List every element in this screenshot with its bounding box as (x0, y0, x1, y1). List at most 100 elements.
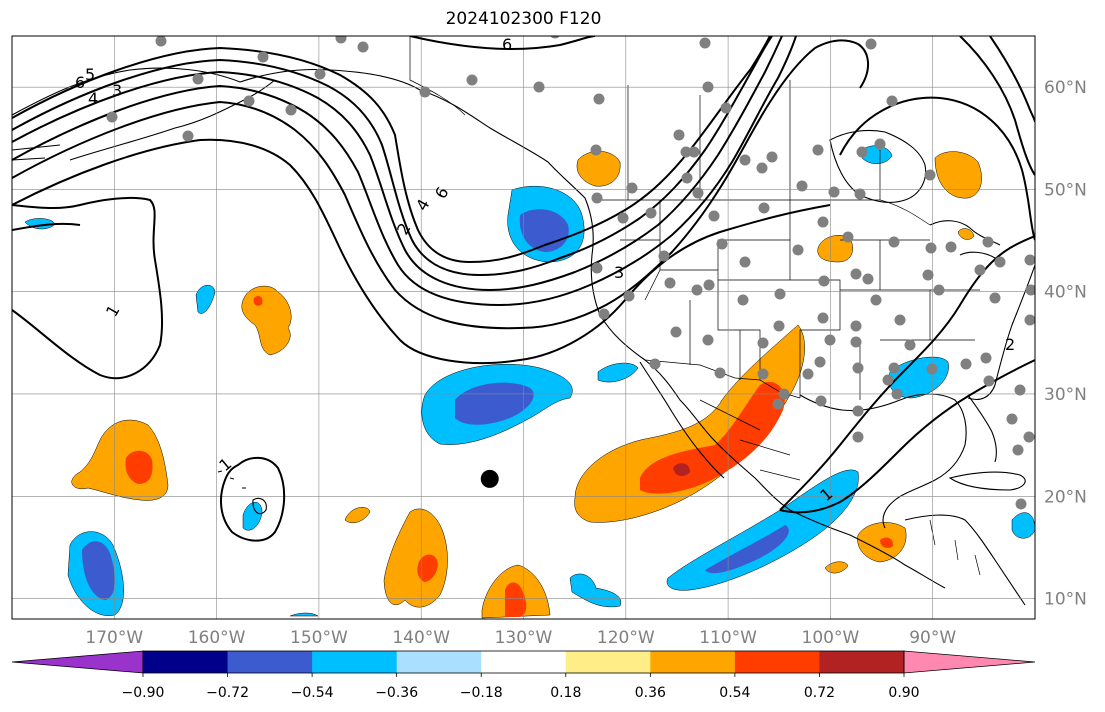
station-dot (357, 41, 369, 53)
colorbar-extension-high (903, 650, 1036, 674)
station-dot (533, 81, 545, 93)
positive-anomaly-area (344, 507, 371, 523)
contour-line (12, 100, 521, 330)
strong-positive-anomaly-area (253, 296, 263, 306)
station-dot (792, 244, 804, 256)
station-dot (692, 187, 704, 199)
central-america-coastline (904, 514, 1026, 606)
alaska-canada-border (409, 36, 466, 116)
station-dot (645, 207, 657, 219)
colorbar-tick-label: 0.54 (719, 685, 750, 701)
station-dot (1014, 384, 1026, 396)
station-dot (758, 202, 770, 214)
station-dot (850, 268, 862, 280)
colorbar-tick-label: −0.72 (206, 685, 249, 701)
station-dot (974, 264, 986, 276)
latitude-tick-label: 20°N (1044, 487, 1087, 507)
longitude-tick-label: 150°W (290, 628, 348, 648)
colorbar-tick-label: 0.72 (804, 685, 835, 701)
strong-negative-anomaly-area (455, 382, 534, 425)
station-dot (335, 36, 347, 44)
negative-anomaly-area (242, 502, 263, 531)
station-dot (854, 188, 866, 200)
station-dot (862, 273, 874, 285)
contour-line (489, 36, 783, 291)
contour-line (12, 222, 81, 231)
latitude-tick-label: 40°N (1044, 283, 1087, 303)
station-dot (796, 180, 808, 192)
station-dot (257, 51, 269, 63)
station-dot (756, 162, 768, 174)
contour-label: 3 (614, 263, 624, 282)
station-dot (886, 95, 898, 107)
station-dot (1024, 254, 1035, 266)
station-dot (285, 104, 297, 116)
us-canada-border (598, 199, 931, 226)
contour-label: 6 (75, 73, 85, 92)
contour-label: 3 (112, 81, 122, 100)
station-dot (852, 405, 864, 417)
latitude-tick-label: 60°N (1044, 78, 1087, 98)
station-dot (757, 337, 769, 349)
station-dot (1023, 431, 1035, 443)
colorbar-segment (734, 651, 820, 673)
station-dot (702, 81, 714, 93)
station-dot (882, 374, 894, 386)
baja-california-coastline (639, 361, 725, 479)
longitude-tick-label: 160°W (188, 628, 246, 648)
contour-line (839, 96, 1035, 241)
station-dot (772, 398, 784, 410)
station-dot (1012, 444, 1024, 456)
station-dot (720, 102, 732, 114)
positive-anomaly-area (241, 285, 292, 356)
latitude-labels: 60°N 50°N 40°N 30°N 20°N 10°N (1044, 78, 1087, 609)
station-dot (924, 169, 936, 181)
latitude-tick-label: 30°N (1044, 385, 1087, 405)
contour-label: 2 (1005, 335, 1015, 354)
colorbar-frame (142, 650, 905, 674)
station-dot (550, 36, 560, 39)
florida-coastline (967, 394, 997, 463)
station-dot (155, 36, 167, 47)
coastlines (12, 67, 1035, 606)
observation-stations (106, 36, 1035, 510)
contour-line (479, 36, 773, 276)
colorbar-tick-label: −0.18 (460, 685, 503, 701)
station-dot (716, 238, 728, 250)
contour-line (12, 46, 471, 263)
contour-line (12, 84, 501, 306)
station-dot (737, 294, 749, 306)
hawaii-chain-coastline (217, 470, 246, 489)
station-dot (818, 275, 830, 287)
station-dot (419, 86, 431, 98)
longitude-tick-label: 130°W (495, 628, 553, 648)
colorbar-tick-label: −0.36 (375, 685, 418, 701)
station-dot (623, 290, 635, 302)
colorbar: −0.90 −0.72 −0.54 −0.36 −0.18 0.18 0.36 0.54 0.7… (11, 650, 1036, 701)
colorbar-tick-label: 0.18 (550, 685, 581, 701)
contour-line (12, 58, 481, 276)
station-dot (670, 326, 682, 338)
colorbar-segment (312, 651, 398, 673)
contour-line (779, 235, 1035, 511)
station-dot (802, 368, 814, 380)
contour-line (469, 36, 771, 263)
positive-anomaly-area (574, 324, 805, 523)
station-dot (980, 352, 992, 364)
colorbar-segment (143, 651, 229, 673)
station-dot (703, 279, 715, 291)
station-dot (888, 362, 900, 374)
contour-label: 4 (88, 89, 98, 108)
station-dot (828, 186, 840, 198)
strong-negative-anomaly-area (705, 525, 789, 574)
station-dot (766, 151, 778, 163)
station-dot (856, 146, 868, 158)
station-dot (590, 144, 602, 156)
station-dot (994, 256, 1006, 268)
station-dot (192, 73, 204, 85)
map-frame (11, 35, 1036, 620)
negative-anomaly-area (666, 469, 859, 591)
contour-line (12, 138, 831, 365)
strong-positive-anomaly-area (125, 450, 153, 484)
station-dot (926, 363, 938, 375)
